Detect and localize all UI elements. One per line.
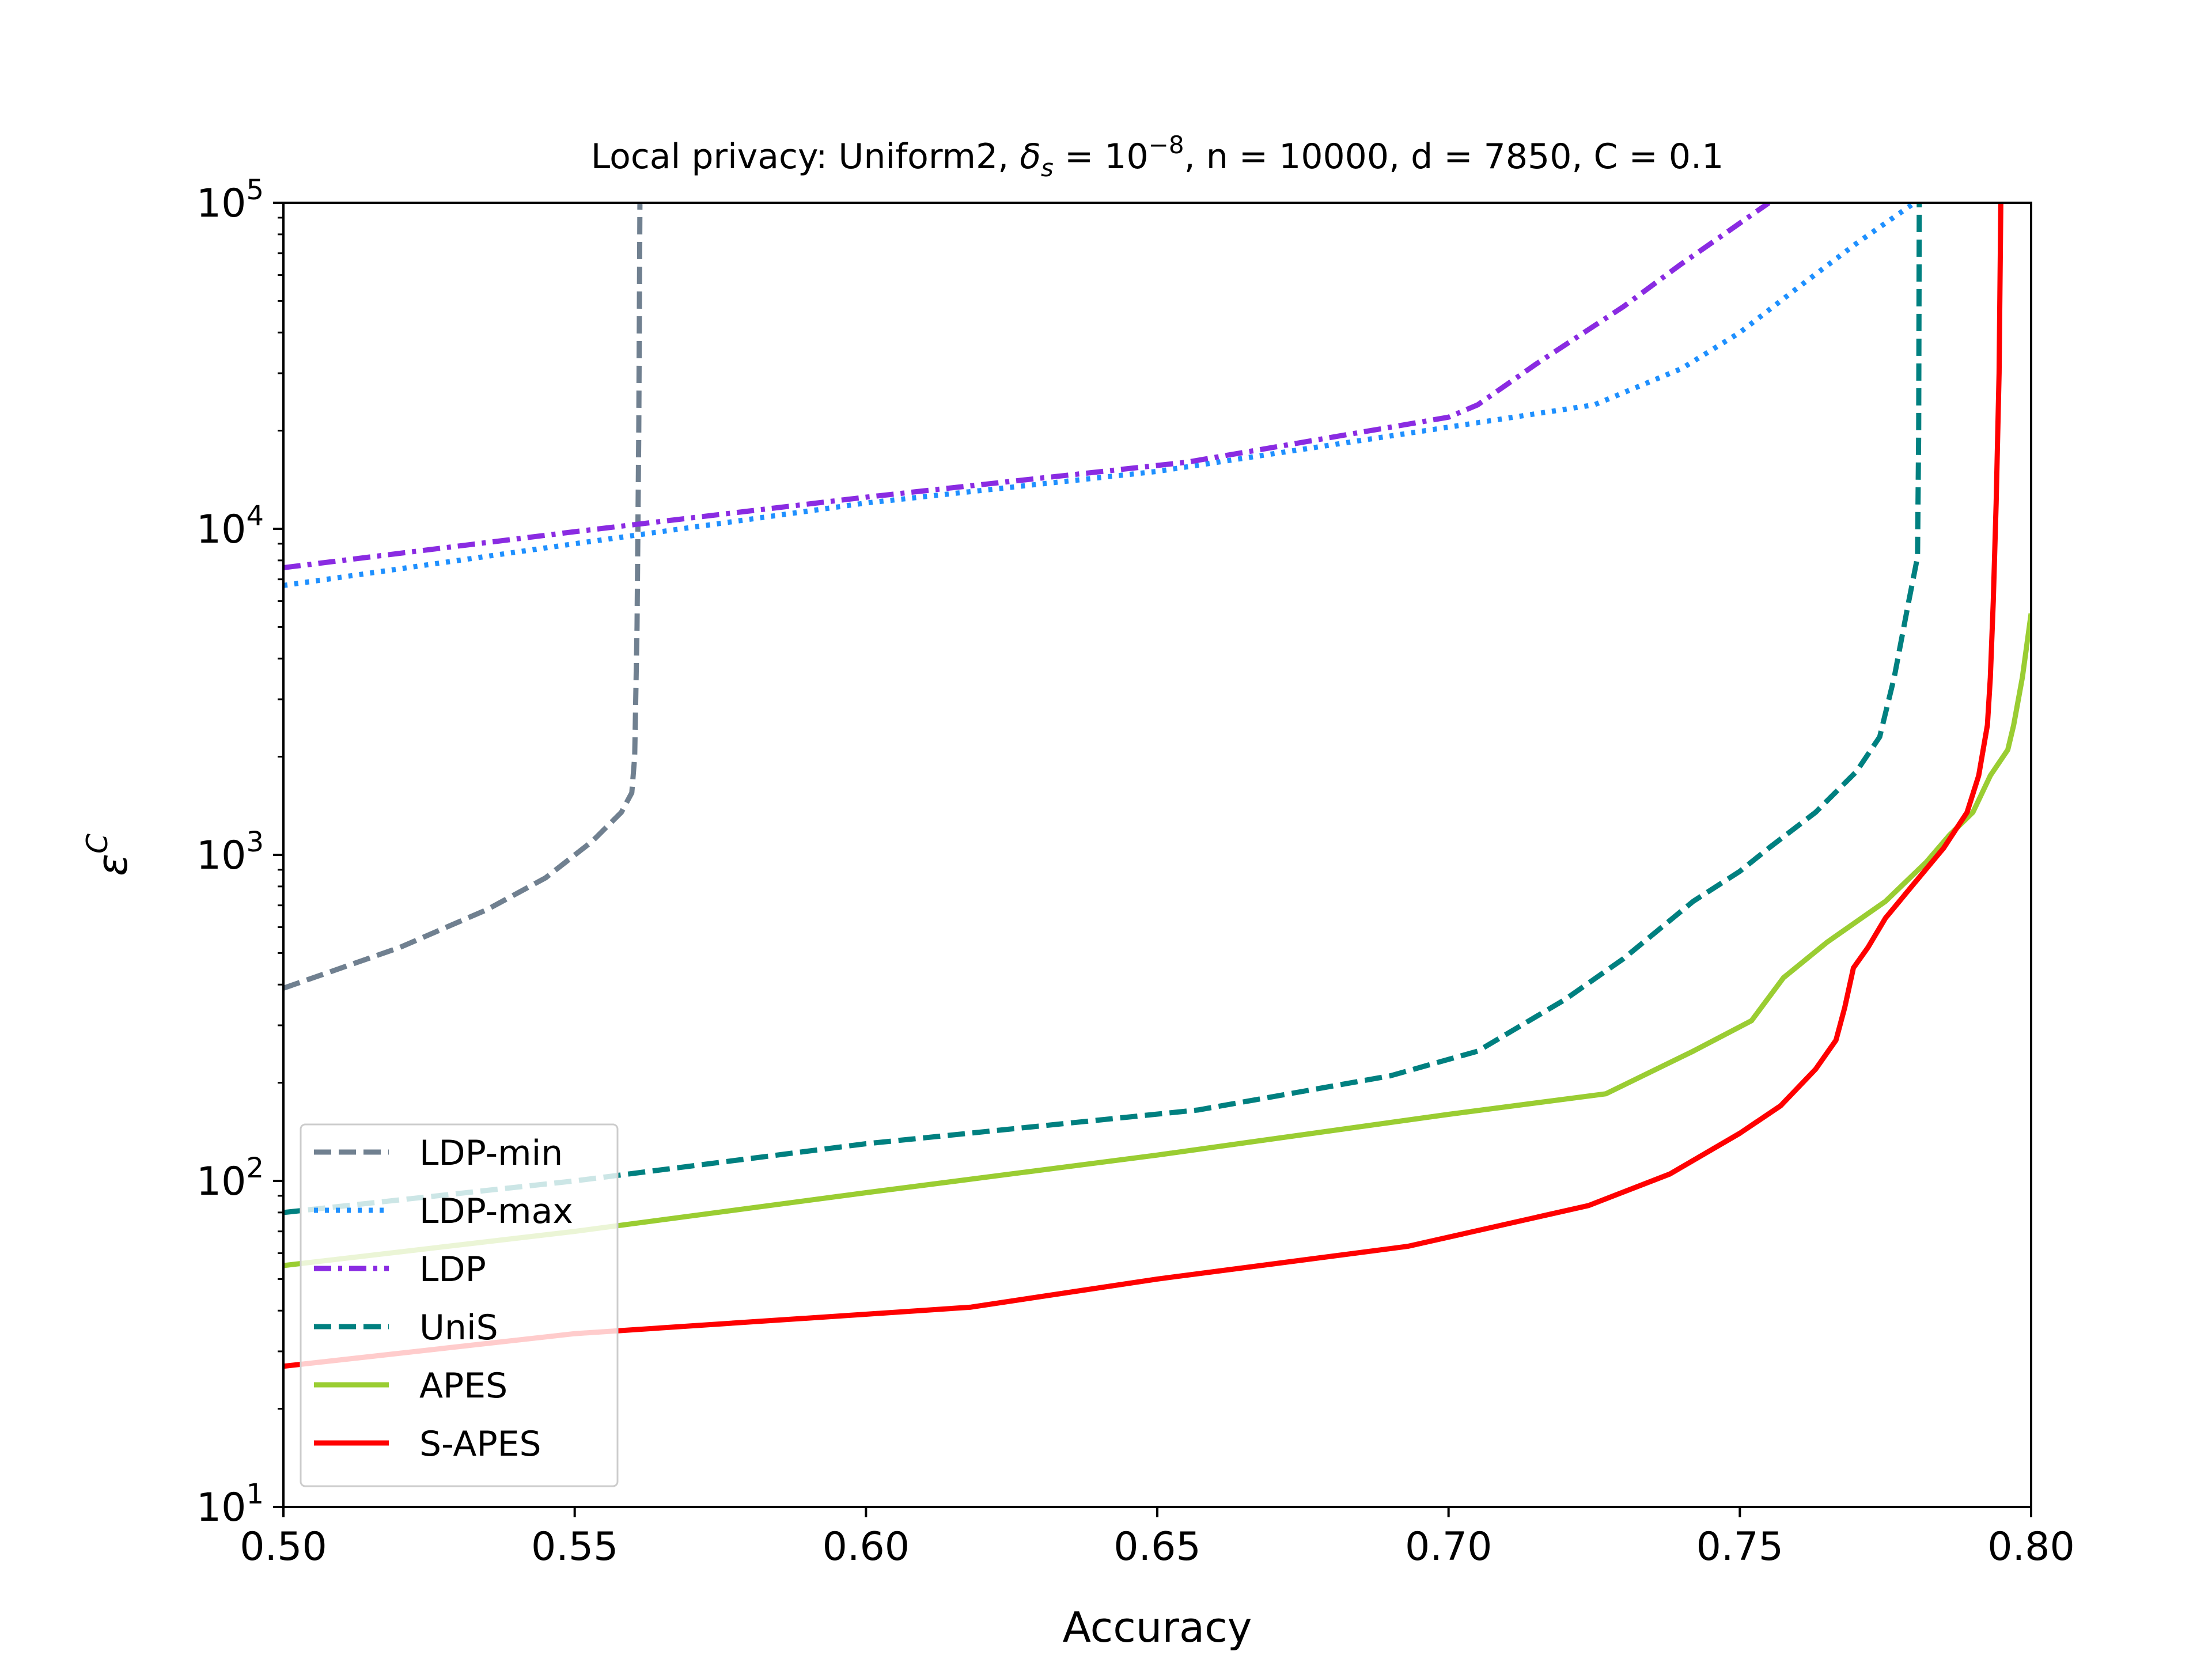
legend-label-ldp: LDP [419, 1249, 486, 1290]
y-tick-label: 105 [196, 174, 264, 226]
y-tick-label: 102 [196, 1152, 264, 1205]
legend-box [300, 1123, 619, 1487]
y-axis: 101 102 103 104 105 [196, 174, 283, 1531]
y-tick-label: 103 [196, 826, 264, 878]
legend-label-ldp-max: LDP-max [419, 1191, 573, 1232]
x-axis-label: Accuracy [1063, 1603, 1252, 1652]
y-tick-label: 104 [196, 500, 264, 552]
chart-title: Local privacy: Uniform2, δs = 10−8, n = … [591, 131, 1724, 182]
x-tick-label: 0.60 [823, 1524, 910, 1570]
x-tick-label: 0.80 [1987, 1524, 2074, 1570]
legend-label-s-apes: S-APES [419, 1424, 541, 1464]
y-tick-label: 101 [196, 1478, 264, 1531]
series-line-ldp-min [283, 203, 643, 991]
series-line-unis [283, 203, 1922, 1215]
y-axis-label: εC [81, 834, 137, 876]
legend-label-ldp-min: LDP-min [419, 1133, 563, 1173]
x-tick-label: 0.55 [531, 1524, 618, 1570]
x-tick-label: 0.70 [1405, 1524, 1492, 1570]
x-axis: 0.50 0.55 0.60 0.65 0.70 0.75 0.80 [240, 1507, 2075, 1570]
legend: LDP-min LDP-max LDP UniS APES S-APES [300, 1123, 619, 1487]
x-tick-label: 0.50 [240, 1524, 327, 1570]
x-tick-label: 0.75 [1696, 1524, 1783, 1570]
x-tick-label: 0.65 [1113, 1524, 1200, 1570]
legend-label-unis: UniS [419, 1308, 498, 1348]
series-line-s-apes [283, 203, 2003, 1369]
series-line-ldp [283, 203, 1771, 570]
series-layer [283, 203, 2031, 1369]
series-line-apes [283, 613, 2031, 1268]
series-line-ldp-max [283, 203, 1916, 588]
legend-label-apes: APES [419, 1366, 507, 1406]
